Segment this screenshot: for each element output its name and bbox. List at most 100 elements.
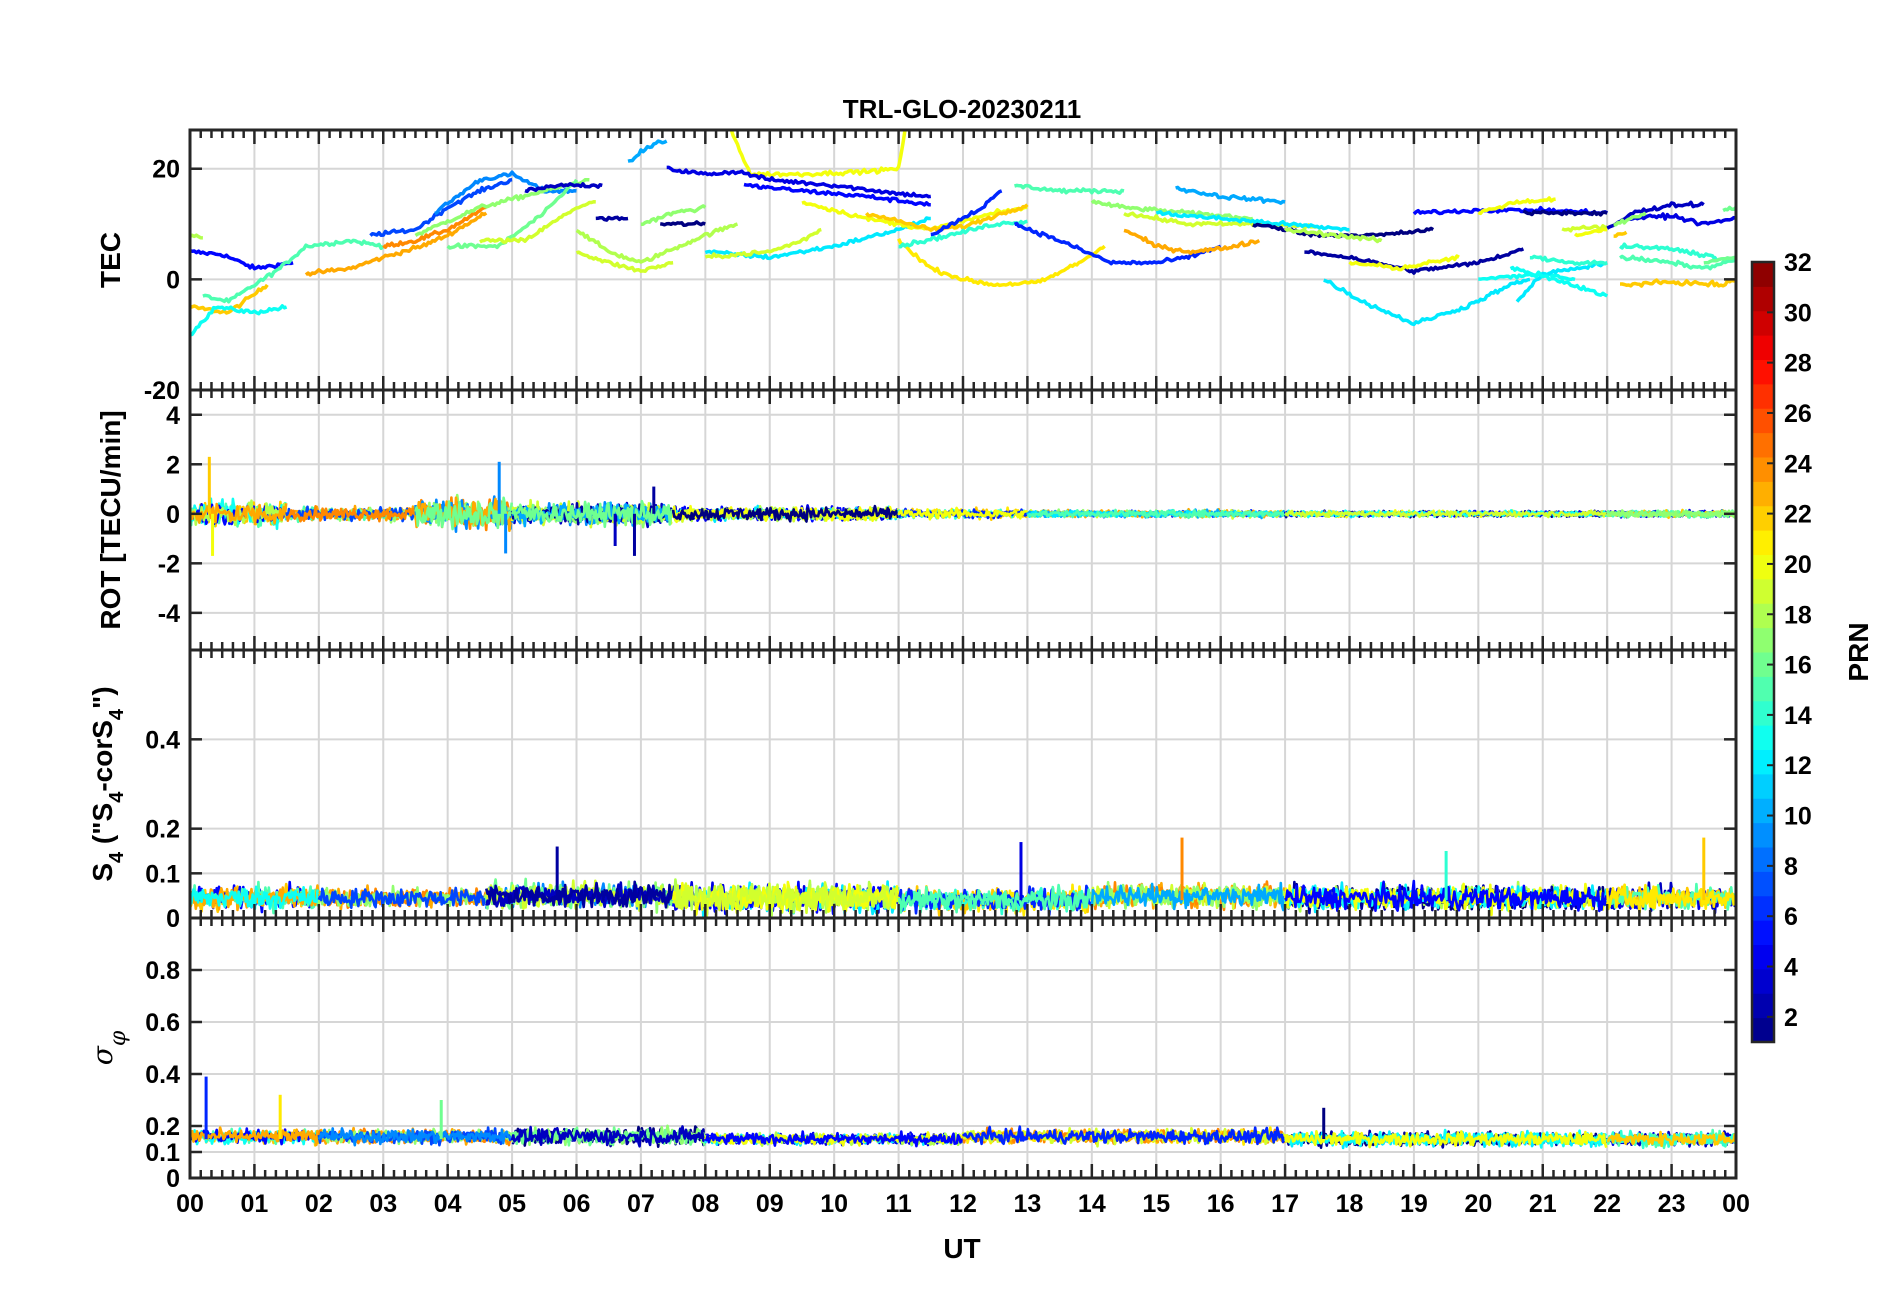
- tec-series-17: [595, 215, 629, 222]
- tec-series-49: [1573, 227, 1608, 238]
- s4-band-7-prn-21: [1605, 883, 1736, 914]
- colorbar-segment: [1752, 335, 1774, 360]
- sigma_phi-band-3-prn-5: [704, 1130, 964, 1148]
- tec-series-16: [627, 139, 668, 163]
- colorbar-segment: [1752, 871, 1774, 897]
- colorbar-segment: [1752, 286, 1774, 312]
- x-tick-label: 13: [1014, 1190, 1042, 1218]
- tec-series-29: [1014, 183, 1125, 195]
- rot-band-1-prn-24: [285, 505, 417, 523]
- tec-series-45: [1477, 196, 1556, 216]
- series-s4: [190, 837, 1736, 918]
- colorbar-tick-label: 18: [1784, 601, 1812, 629]
- grid-tec: [189, 130, 1737, 390]
- y-tick-label: 0.2: [145, 816, 180, 844]
- colorbar-segment: [1752, 920, 1774, 945]
- y-tick-label: 0.4: [145, 1061, 180, 1089]
- colorbar-segment: [1752, 652, 1774, 677]
- x-tick-label: 10: [820, 1190, 848, 1218]
- colorbar-segment: [1752, 432, 1774, 458]
- rot-band-5-prn-20: [897, 506, 1028, 521]
- x-tick-label: 18: [1336, 1190, 1364, 1218]
- s4-band-5-prn-10: [1090, 881, 1286, 912]
- colorbar-tick-label: 26: [1784, 400, 1812, 428]
- x-ticks-rot: [188, 390, 1738, 650]
- panel-s4: 0 0.1 0.2 0.4 S4 ("S4-corS4"): [87, 648, 1738, 933]
- x-tick-label: 05: [498, 1190, 526, 1218]
- x-tick-label: 04: [434, 1190, 462, 1218]
- tec-series-53: [1613, 230, 1628, 238]
- tec-series-7: [369, 178, 513, 238]
- colorbar-segment: [1752, 773, 1774, 799]
- sigma_phi-band-4-prn-6: [962, 1125, 1286, 1146]
- y-axis-label-rot: ROT [TECU/min]: [95, 410, 126, 629]
- colorbar-segment: [1752, 895, 1774, 921]
- colorbar-segment: [1752, 530, 1774, 555]
- tec-series-0: [190, 248, 294, 271]
- x-tick-label: 09: [756, 1190, 784, 1218]
- colorbar-tick-label: 8: [1784, 853, 1798, 881]
- colorbar-tick-label: 16: [1784, 652, 1812, 680]
- s4-band-1-prn-7: [317, 886, 487, 910]
- tec-series-43: [1515, 260, 1608, 303]
- tec-series-56: [1703, 255, 1736, 265]
- colorbar-segment: [1752, 505, 1774, 531]
- tec-series-4: [202, 238, 385, 304]
- x-tick-label: 22: [1593, 1190, 1621, 1218]
- x-tick-label: 16: [1207, 1190, 1235, 1218]
- colorbar-segment: [1752, 700, 1774, 726]
- colorbar-segment: [1752, 359, 1774, 385]
- colorbar-segment: [1752, 408, 1774, 434]
- tec-series-42: [1478, 270, 1576, 282]
- tec-series-37: [1283, 226, 1383, 244]
- y-tick-label: 0.8: [145, 957, 180, 985]
- tec-series-8: [434, 170, 577, 216]
- s4-band-3-prn-19: [671, 881, 900, 917]
- rot-band-3-prn-16: [510, 499, 674, 529]
- sigma_phi-band-2-prn-3: [510, 1125, 706, 1148]
- panel-rot: -4 -2 0 2 4 ROT [TECU/min]: [95, 388, 1738, 652]
- colorbar-label: PRN: [1843, 622, 1874, 681]
- colorbar-segment: [1752, 457, 1774, 482]
- s4-band-4-prn-15: [897, 883, 1093, 914]
- colorbar-segment: [1752, 627, 1774, 653]
- x-tick-label: 17: [1271, 1190, 1299, 1218]
- colorbar-segment: [1752, 603, 1774, 629]
- grid-s4: [189, 650, 1737, 918]
- tec-series-5: [304, 211, 488, 277]
- tec-series-38: [1304, 247, 1525, 275]
- rot-band-7-prn-19: [1284, 509, 1607, 519]
- x-tick-label: 03: [369, 1190, 397, 1218]
- rot-band-6-prn-15: [1026, 508, 1286, 520]
- tec-series-52: [1613, 211, 1647, 227]
- tec-series-30: [1013, 221, 1222, 266]
- colorbar-segment: [1752, 944, 1774, 970]
- colorbar-segment: [1752, 554, 1774, 580]
- x-tick-label: 14: [1078, 1190, 1106, 1218]
- y-tick-label: 20: [152, 156, 180, 184]
- x-tick-label: 00: [176, 1190, 204, 1218]
- tec-series-6: [382, 205, 487, 249]
- y-axis-label-s4: S4 ("S4-corS4"): [87, 686, 128, 881]
- tec-series-28: [930, 189, 1003, 237]
- y-tick-label: 0.1: [145, 860, 180, 888]
- x-tick-label: 07: [627, 1190, 655, 1218]
- tec-series-10: [446, 178, 579, 250]
- series-rot: [190, 456, 1736, 556]
- y-tick-label: 0.6: [145, 1009, 180, 1037]
- colorbar-tick-label: 4: [1784, 954, 1798, 982]
- tec-series-18: [659, 220, 706, 228]
- x-ticks-sigma_phi: [188, 918, 1738, 1178]
- panel-tec: -20 0 20 TEC: [95, 128, 1738, 405]
- x-tick-label: 12: [949, 1190, 977, 1218]
- series-sigma_phi: [190, 1076, 1736, 1150]
- x-tick-label: 20: [1464, 1190, 1492, 1218]
- rot-band-8-prn-17: [1606, 509, 1736, 519]
- x-tick-label: 23: [1658, 1190, 1686, 1218]
- y-axis-label-sigma-phi: σφ: [86, 1030, 131, 1065]
- x-tick-label: 00: [1722, 1190, 1750, 1218]
- colorbar-tick-label: 14: [1784, 702, 1812, 730]
- y-tick-label: -2: [158, 550, 180, 578]
